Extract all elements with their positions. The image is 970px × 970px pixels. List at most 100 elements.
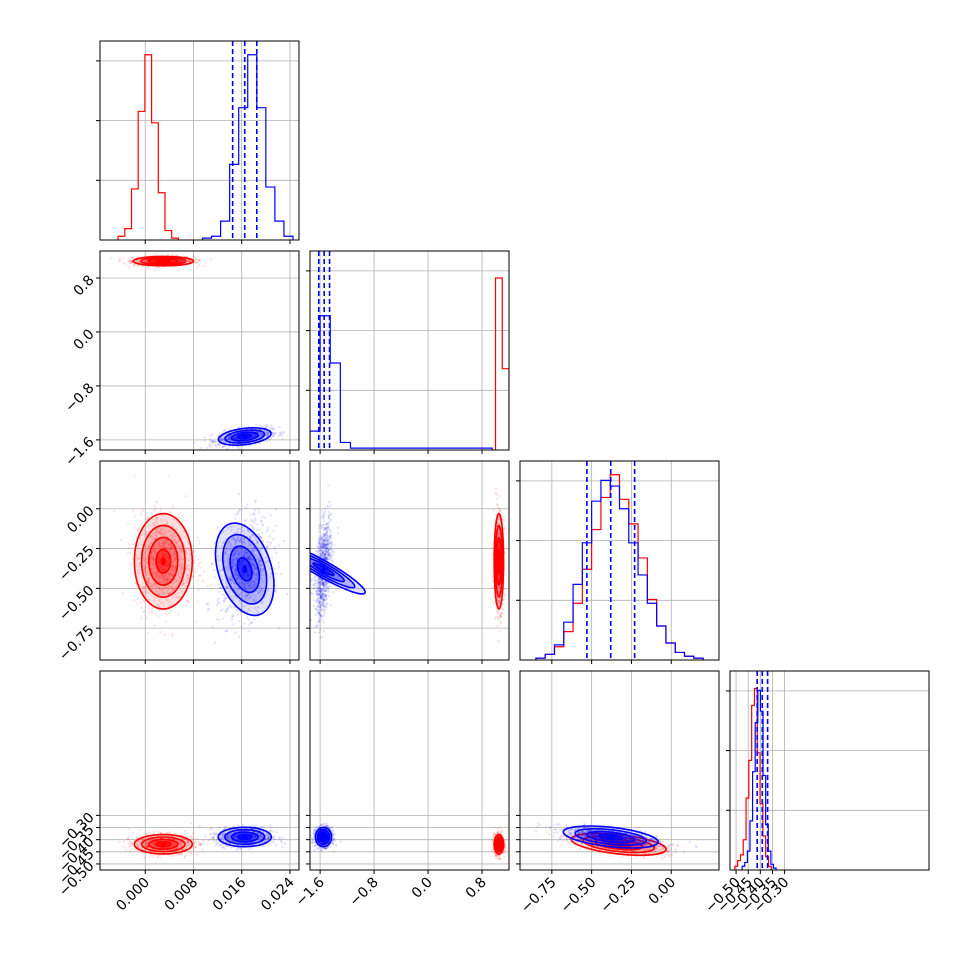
sample-point [253,433,256,437]
sample-point [171,533,174,537]
sample-point [252,599,256,602]
sample-point [130,260,133,264]
sample-point [218,602,221,605]
sample-point [250,525,253,528]
sample-point [169,547,173,551]
sample-point [169,545,173,548]
sample-point [255,558,259,561]
sample-point [230,579,233,582]
sample-point [237,553,240,556]
sample-point [244,584,247,587]
sample-point [228,437,231,441]
sample-point [237,552,241,555]
sample-point [266,529,269,532]
sample-point [173,538,176,541]
sample-point [158,587,161,590]
sample-point [252,564,255,567]
sample-point [252,432,255,436]
sample-point [157,266,160,269]
sample-point [242,585,246,588]
sample-point [193,255,196,259]
sample-point [217,618,220,621]
histogram-series-b [741,689,777,870]
sample-point [184,550,188,553]
sample-point [169,573,172,576]
panel-frame [309,250,510,451]
sample-point [160,589,163,592]
sample-point [178,549,181,553]
sample-point [210,440,214,443]
sample-point [258,432,262,435]
sample-point [151,557,155,560]
sample-point [321,512,324,515]
sample-point [251,584,255,587]
sample-point [220,438,223,441]
sample-point [166,580,169,583]
sample-point [138,561,141,565]
sample-point [201,579,204,583]
sample-point [254,517,257,520]
sample-point [210,584,213,587]
sample-point [260,433,263,436]
sample-point [247,546,250,549]
sample-point [233,436,236,439]
sample-point [244,551,247,554]
sample-point [151,585,154,588]
sample-point [223,594,226,597]
sample-point [144,565,148,569]
sample-point [231,561,234,564]
sample-point [158,581,161,584]
sample-point [146,579,150,583]
sample-point [257,591,260,595]
sample-point [249,622,252,625]
sample-point [162,577,166,580]
sample-point [167,544,170,547]
sample-point [180,568,183,571]
sample-point [227,554,230,557]
sample-point [172,554,175,557]
sample-point [226,609,229,612]
sample-point [162,541,165,544]
sample-point [216,601,220,604]
sample-point [224,609,227,613]
sample-point [254,434,257,437]
sample-point [498,494,501,498]
sample-point [152,259,156,262]
sample-point [272,428,276,431]
sample-point [163,591,166,594]
sample-point [168,550,171,553]
sample-point [171,569,174,572]
sample-point [187,564,190,567]
y-tick-label: 0.8 [71,272,98,299]
sample-point [170,523,174,527]
sample-point [137,264,140,268]
sample-point [235,539,238,542]
sample-point [152,550,155,553]
sample-point [180,551,184,554]
sample-point [167,548,170,552]
sample-point [152,557,155,560]
sample-point [245,556,249,559]
sample-point [158,576,161,579]
sample-point [145,571,148,575]
sample-point [164,611,167,615]
sample-point [180,548,183,551]
sample-point [257,562,261,565]
sample-point [145,260,148,263]
sample-point [167,588,170,591]
sample-point [218,444,222,447]
sample-point [174,592,177,595]
sample-point [171,634,174,637]
sample-point [253,435,256,438]
sample-point [198,574,201,577]
sample-point [166,598,169,601]
sample-point [136,255,140,258]
sample-point [240,602,243,605]
sample-point [161,581,165,584]
sample-point [162,546,165,550]
sample-point [167,474,170,477]
sample-point [251,435,254,438]
sample-point [261,567,264,570]
sample-point [252,433,256,436]
sample-point [253,584,257,587]
